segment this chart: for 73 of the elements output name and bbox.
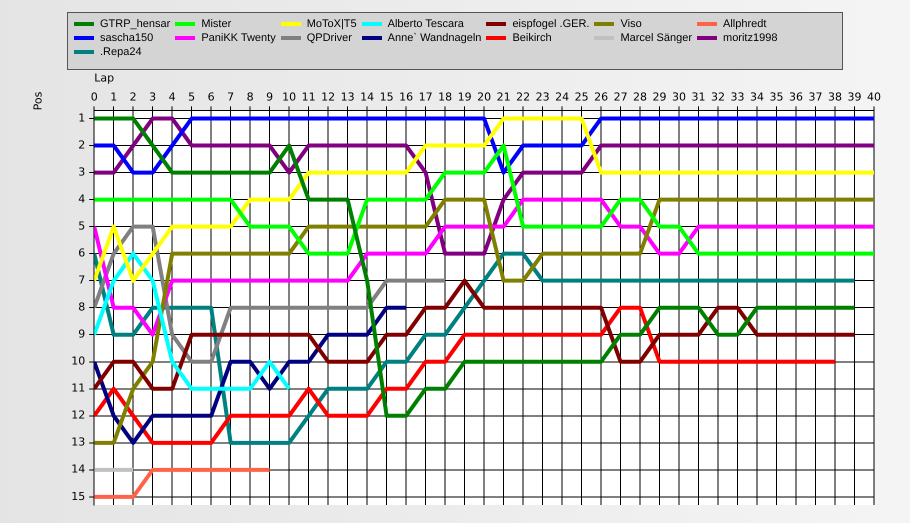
x-tick-label: 13 [340, 90, 355, 104]
y-tick-label: 11 [71, 382, 86, 395]
y-tick-label: 1 [78, 111, 86, 124]
legend-label: moritz1998 [723, 32, 778, 44]
x-axis-title: Lap [94, 71, 114, 84]
y-tick-label: 10 [71, 354, 86, 368]
legend-label: Beikirch [512, 32, 552, 44]
y-tick-label: 5 [78, 219, 86, 232]
legend-label: Viso [620, 18, 642, 30]
x-tick-label: 16 [399, 90, 414, 104]
x-tick-label: 11 [302, 90, 316, 104]
x-tick-label: 35 [770, 90, 784, 104]
legend-label: MoToX|T5 [306, 18, 357, 30]
x-tick-label: 15 [380, 90, 394, 104]
y-tick-label: 15 [71, 490, 86, 503]
x-tick-label: 26 [594, 90, 608, 104]
x-tick-label: 30 [672, 90, 686, 104]
y-tick-label: 2 [78, 138, 86, 152]
x-tick-label: 14 [360, 90, 374, 104]
legend-label: Anne` Wandnageln [388, 32, 482, 44]
x-tick-label: 33 [730, 90, 745, 104]
legend-label: eispfogel .GER. [512, 18, 590, 30]
y-tick-label: 3 [78, 165, 86, 178]
x-tick-label: 25 [574, 90, 589, 104]
x-tick-label: 31 [692, 90, 706, 104]
y-tick-label: 12 [71, 408, 86, 422]
y-tick-label: 13 [71, 436, 86, 449]
x-tick-label: 9 [266, 90, 274, 104]
x-tick-label: 0 [90, 90, 98, 104]
x-tick-label: 27 [614, 90, 628, 104]
legend-label: QPDriver [306, 32, 352, 44]
x-tick-label: 28 [633, 90, 648, 104]
x-tick-label: 32 [711, 90, 726, 104]
y-axis-title: Pos [31, 91, 44, 110]
legend-label: Marcel Sänger [620, 32, 692, 44]
legend-label: GTRP_hensar [100, 18, 170, 30]
legend-label: PaniKK Twenty [201, 32, 276, 44]
x-tick-label: 5 [188, 90, 196, 104]
x-tick-label: 10 [282, 90, 296, 104]
y-tick-label: 7 [78, 274, 86, 287]
x-tick-label: 34 [750, 90, 764, 104]
x-tick-label: 8 [246, 90, 254, 104]
x-tick-label: 18 [438, 90, 452, 104]
x-tick-label: 29 [652, 90, 667, 104]
x-tick-label: 4 [168, 90, 176, 104]
x-tick-label: 24 [555, 90, 570, 104]
y-tick-label: 8 [78, 300, 86, 314]
legend-label: sascha150 [100, 32, 154, 44]
x-tick-label: 7 [227, 90, 234, 104]
legend-label: Mister [201, 18, 232, 30]
y-tick-label: 9 [78, 328, 86, 341]
x-tick-label: 12 [321, 90, 336, 104]
x-tick-label: 22 [516, 90, 530, 104]
x-tick-label: 23 [536, 90, 550, 104]
x-tick-label: 3 [149, 90, 156, 104]
y-tick-label: 6 [78, 246, 86, 260]
x-tick-label: 39 [848, 90, 862, 104]
x-tick-label: 21 [496, 90, 511, 104]
x-tick-label: 37 [808, 90, 823, 104]
legend-label: Alberto Tescara [388, 18, 464, 30]
x-tick-label: 36 [789, 90, 804, 104]
x-tick-label: 17 [418, 90, 433, 104]
x-tick-label: 1 [110, 90, 118, 104]
x-tick-label: 19 [458, 90, 472, 104]
x-tick-label: 2 [130, 90, 137, 104]
legend-label: .Repa24 [100, 46, 142, 58]
x-tick-label: 40 [867, 90, 881, 104]
y-tick-label: 14 [71, 462, 86, 476]
x-tick-label: 20 [477, 90, 492, 104]
x-tick-label: 38 [828, 90, 842, 104]
legend-label: Allphredt [723, 18, 766, 30]
x-tick-label: 6 [208, 90, 215, 104]
y-tick-label: 4 [78, 192, 86, 206]
